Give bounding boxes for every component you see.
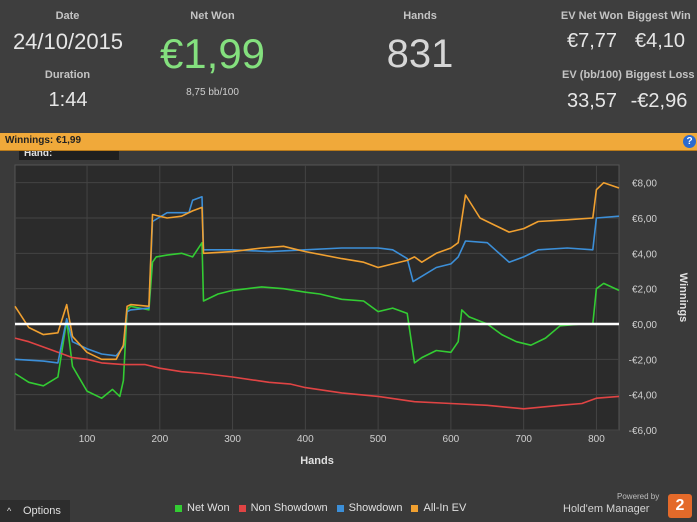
hand-hover-label: Hand: — [24, 151, 52, 159]
y-tick-label: -€2,00 — [629, 355, 658, 366]
x-axis-title: Hands — [300, 455, 334, 467]
legend-item-showdown[interactable]: Showdown — [336, 502, 403, 514]
series-line-showdown — [14, 196, 620, 364]
legend-swatch — [411, 504, 419, 512]
legend-label: Showdown — [348, 502, 403, 514]
winnings-title: Winnings: €1,99 — [5, 135, 82, 146]
ev-bb100-label: EV (bb/100) — [562, 69, 622, 81]
y-tick-label: €8,00 — [632, 179, 657, 190]
hands-value: 831 — [386, 32, 454, 76]
net-won-value: €1,99 — [159, 30, 266, 77]
winnings-graph: 100 200 300 400 500 600 700 800 -€6,00 -€4,00 -€2,… — [14, 144, 689, 467]
plot-background — [14, 164, 620, 431]
series-line-net-won — [14, 241, 620, 399]
help-icon[interactable]: ? — [683, 135, 696, 148]
caret-up-icon: ^ — [7, 506, 12, 516]
chart-legend: Net Won Non Showdown Showdown All-In EV — [175, 502, 475, 514]
biggest-win-value: €4,10 — [634, 30, 686, 52]
legend-label: Non Showdown — [250, 502, 328, 514]
legend-label: All-In EV — [423, 502, 467, 514]
series-line-non-showdown — [14, 337, 620, 410]
axis-labels: 100 200 300 400 500 600 700 800 -€6,00 -€4,00 -€2,… — [79, 179, 689, 467]
date-value: 24/10/2015 — [12, 29, 124, 54]
x-tick-label: 700 — [515, 434, 532, 445]
x-tick-label: 500 — [370, 434, 387, 445]
series-line-all-in-ev — [14, 181, 620, 361]
legend-swatch — [175, 504, 182, 512]
hands-label: Hands — [403, 10, 437, 22]
x-tick-label: 200 — [151, 434, 168, 445]
duration-value: 1:44 — [48, 89, 88, 111]
stats-panel: Date 24/10/2015 Duration 1:44 Net Won €1… — [0, 0, 697, 133]
biggest-win-label: Biggest Win — [627, 10, 691, 22]
y-tick-label: €6,00 — [632, 214, 657, 225]
date-label: Date — [55, 10, 80, 22]
y-tick-label: -€6,00 — [629, 426, 658, 437]
y-tick-label: €0,00 — [632, 320, 657, 331]
legend-item-non-showdown[interactable]: Non Showdown — [238, 502, 328, 514]
x-tick-label: 400 — [297, 434, 314, 445]
net-won-bb100: 8,75 bb/100 — [186, 87, 239, 98]
options-label: Options — [23, 505, 61, 517]
ev-net-won-value: €7,77 — [566, 30, 618, 52]
x-tick-label: 100 — [79, 434, 96, 445]
legend-swatch — [238, 504, 246, 512]
y-tick-label: €4,00 — [632, 249, 657, 260]
net-won-label: Net Won — [190, 10, 235, 22]
x-tick-label: 800 — [588, 434, 605, 445]
series-lines — [14, 181, 620, 410]
biggest-loss-value: -€2,96 — [630, 90, 688, 112]
y-tick-label: -€4,00 — [629, 391, 658, 402]
options-button[interactable]: ^ Options — [0, 500, 70, 522]
legend-item-all-in-ev[interactable]: All-In EV — [411, 502, 466, 514]
legend-label: Net Won — [187, 502, 230, 514]
brand-logo-icon: 2 — [668, 494, 692, 518]
y-axis-title: Winnings — [677, 273, 689, 322]
y-tick-label: €2,00 — [632, 285, 657, 296]
brand-name: Hold'em Manager — [563, 503, 650, 515]
x-tick-label: 300 — [224, 434, 241, 445]
ev-bb100-value: 33,57 — [566, 90, 618, 112]
biggest-loss-label: Biggest Loss — [625, 69, 695, 81]
duration-label: Duration — [44, 69, 91, 81]
winnings-chart: 100 200 300 400 500 600 700 800 -€6,00 -€4,00 -€2,… — [0, 144, 697, 496]
powered-by-label: Powered by — [617, 492, 660, 501]
winnings-bar: Winnings: €1,99 ? — [0, 133, 697, 151]
legend-item-net-won[interactable]: Net Won — [175, 502, 230, 514]
ev-net-won-label: EV Net Won — [560, 10, 624, 22]
legend-swatch — [336, 504, 344, 512]
x-tick-label: 600 — [443, 434, 460, 445]
